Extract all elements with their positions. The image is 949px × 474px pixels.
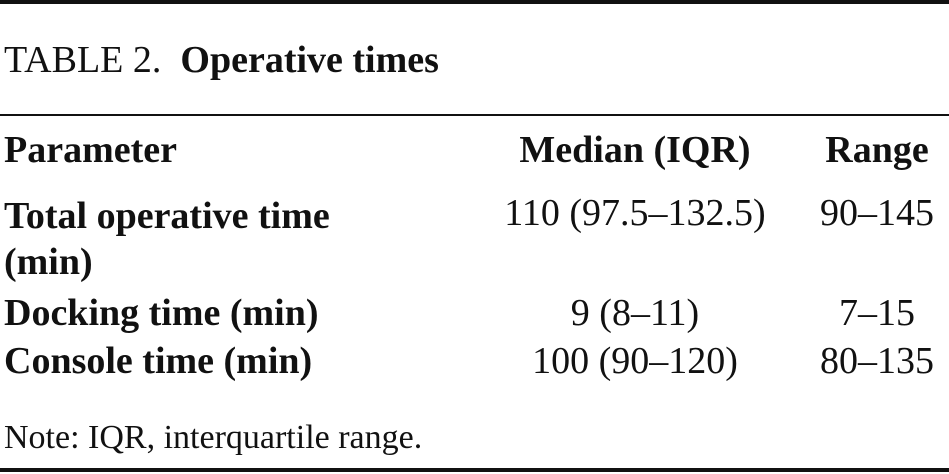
cell: 80–135 bbox=[820, 340, 934, 382]
top-rule bbox=[0, 0, 949, 4]
cell: 100 (90–120) bbox=[532, 340, 738, 382]
caption-title: Operative times bbox=[180, 39, 439, 81]
cell: 110 (97.5–132.5) bbox=[504, 192, 766, 234]
row-label: Docking time (min) bbox=[4, 292, 319, 334]
header-cell: Median (IQR) bbox=[519, 129, 751, 171]
caption: TABLE 2. Operative times bbox=[4, 40, 439, 80]
header-cell: Range bbox=[825, 129, 929, 171]
bottom-rule bbox=[0, 468, 949, 472]
cell: 9 (8–11) bbox=[570, 292, 700, 334]
header-rule bbox=[0, 114, 949, 116]
row-label: Total operative time (min) bbox=[4, 195, 330, 283]
header-cell: Parameter bbox=[4, 129, 177, 171]
cell: 90–145 bbox=[820, 192, 934, 234]
row-label: Console time (min) bbox=[4, 340, 313, 382]
cell: 7–15 bbox=[839, 292, 915, 334]
note: Note: IQR, interquartile range. bbox=[4, 419, 423, 456]
caption-label: TABLE 2. bbox=[4, 39, 162, 81]
